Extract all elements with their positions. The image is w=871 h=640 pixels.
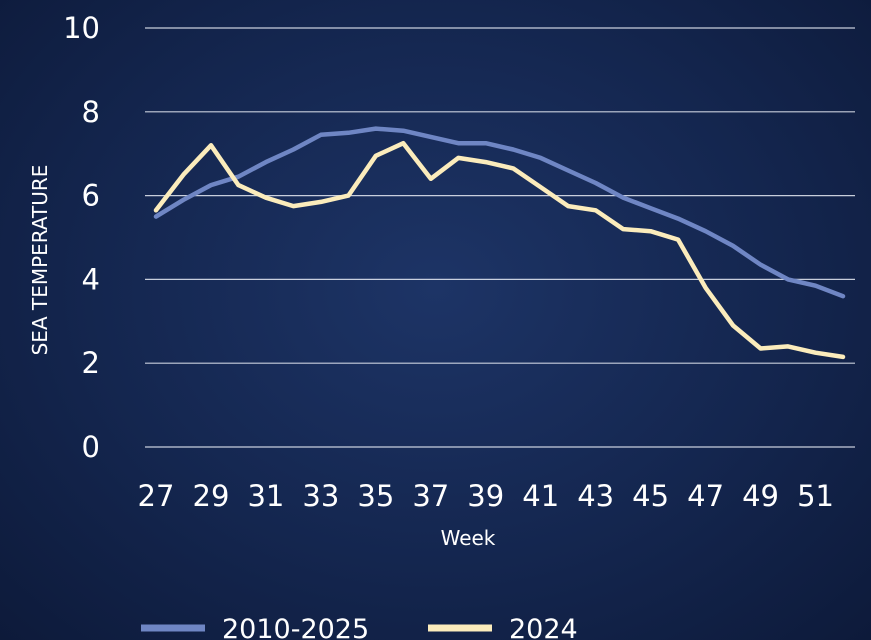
y-tick-label: 2 [82,346,100,380]
x-tick-label: 47 [687,479,724,513]
series-lines [153,126,846,360]
x-tick-label: 35 [357,479,394,513]
x-tick-label: 51 [797,479,834,513]
series-line-2010-2025 [153,126,846,299]
y-tick-labels: 0 2 4 6 8 10 [63,11,100,464]
x-tick-label: 45 [632,479,669,513]
y-axis-title: SEA TEMPERATURE [28,165,52,356]
y-tick-label: 8 [82,95,100,129]
x-tick-label: 43 [577,479,614,513]
x-tick-label: 29 [193,479,230,513]
legend: 2010-2025 2024 [141,614,578,640]
legend-label-2010-2025: 2010-2025 [222,614,369,640]
x-tick-label: 41 [522,479,559,513]
x-tick-labels: 27 29 31 33 35 37 39 41 43 45 47 49 51 [138,479,834,513]
series-line-2024 [153,140,846,360]
x-tick-label: 33 [302,479,339,513]
gridlines [145,27,855,448]
x-axis-title: Week [441,526,496,550]
x-tick-label: 31 [247,479,284,513]
x-tick-label: 37 [412,479,449,513]
x-tick-label: 49 [742,479,779,513]
x-tick-label: 39 [467,479,504,513]
x-tick-label: 27 [138,479,175,513]
y-tick-label: 4 [82,262,100,296]
legend-label-2024: 2024 [509,614,578,640]
y-tick-label: 10 [63,11,100,45]
y-tick-label: 0 [82,430,100,464]
y-tick-label: 6 [82,179,100,213]
